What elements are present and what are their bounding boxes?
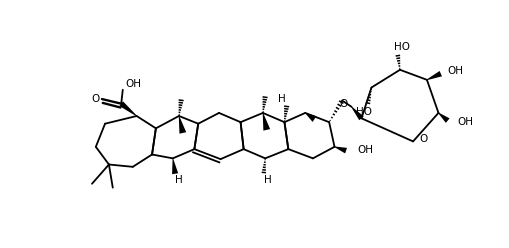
Text: O: O [91, 94, 99, 104]
Polygon shape [304, 113, 316, 122]
Text: OH: OH [457, 117, 473, 127]
Text: OH: OH [446, 65, 462, 76]
Text: H: H [175, 175, 183, 185]
Polygon shape [179, 116, 186, 134]
Polygon shape [172, 158, 178, 174]
Text: OH: OH [357, 145, 373, 155]
Text: OH: OH [125, 79, 141, 89]
Polygon shape [437, 113, 449, 123]
Polygon shape [351, 106, 363, 120]
Text: H: H [264, 175, 272, 185]
Text: O: O [338, 99, 347, 109]
Polygon shape [119, 101, 136, 116]
Text: O: O [418, 134, 427, 144]
Polygon shape [262, 113, 270, 131]
Text: HO: HO [393, 42, 409, 52]
Text: HO: HO [355, 107, 371, 117]
Polygon shape [426, 71, 441, 80]
Polygon shape [334, 146, 346, 154]
Text: H: H [278, 94, 286, 104]
